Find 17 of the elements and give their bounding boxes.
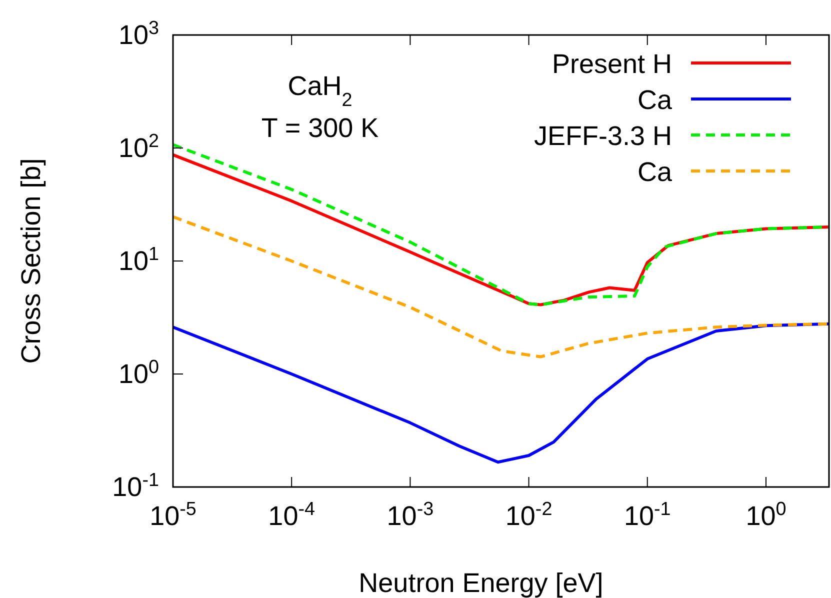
y-axis-title: Cross Section [b] xyxy=(16,158,46,364)
legend-label: JEFF-3.3 H xyxy=(534,121,672,151)
x-tick-label: 10$^{-2}$ xyxy=(505,498,552,531)
legend-label: Ca xyxy=(637,157,673,187)
annotation: T = 300 K xyxy=(261,113,379,143)
x-axis-title: Neutron Energy [eV] xyxy=(358,568,604,598)
x-tick-label: 10$^{0}$ xyxy=(746,498,786,531)
annotation: CaH$_{2}$ xyxy=(288,71,352,110)
y-tick-label: 10$^{1}$ xyxy=(118,244,159,276)
x-tick-label: 10$^{-3}$ xyxy=(386,498,434,531)
x-tick-label: 10$^{-4}$ xyxy=(268,498,316,531)
legend-label: Ca xyxy=(637,85,673,115)
y-tick-label: 10$^{0}$ xyxy=(118,356,159,389)
legend-label: Present H xyxy=(552,49,672,79)
x-tick-label: 10$^{-1}$ xyxy=(624,498,671,531)
y-tick-label: 10$^{3}$ xyxy=(118,18,159,50)
y-tick-label: 10$^{2}$ xyxy=(118,130,159,163)
